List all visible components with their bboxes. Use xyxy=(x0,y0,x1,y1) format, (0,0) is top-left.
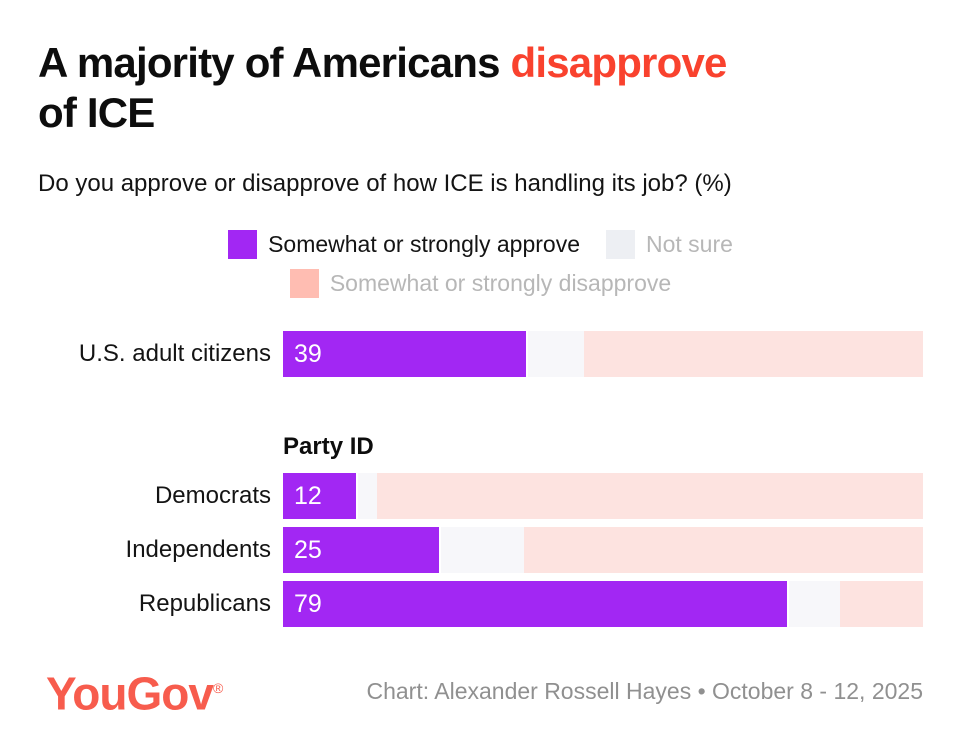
bar-segment-approve: 12 xyxy=(283,473,359,519)
bar-row-democrats: Democrats 12 xyxy=(38,473,923,519)
bar-track: 39 xyxy=(283,331,923,377)
bar-segment-disapprove xyxy=(584,331,923,377)
legend-swatch-approve xyxy=(228,230,258,259)
footer: YouGov® Chart: Alexander Rossell Hayes •… xyxy=(38,663,923,718)
chart-question: Do you approve or disapprove of how ICE … xyxy=(38,170,732,197)
bar-value-label: 12 xyxy=(294,481,322,510)
bar-row-label: U.S. adult citizens xyxy=(78,340,271,367)
legend-label-not-sure: Not sure xyxy=(646,231,733,257)
bar-row-us-adult-citizens: U.S. adult citizens 39 xyxy=(38,331,923,377)
chart-credit: Chart: Alexander Rossell Hayes • October… xyxy=(366,677,923,704)
legend-swatch-not-sure xyxy=(606,230,635,259)
legend-label-approve: Somewhat or strongly approve xyxy=(268,231,580,257)
bar-row-independents: Independents 25 xyxy=(38,527,923,573)
bar-value-label: 79 xyxy=(294,589,322,618)
yougov-logo: YouGov® xyxy=(46,663,223,720)
legend-item-not-sure: Not sure xyxy=(606,230,733,259)
page-title: A majority of Americans disapprove of ICE xyxy=(38,38,923,138)
legend-item-disapprove: Somewhat or strongly disapprove xyxy=(289,269,672,298)
legend-label-disapprove: Somewhat or strongly disapprove xyxy=(329,270,672,296)
legend-row-2: Somewhat or strongly disapprove xyxy=(38,269,923,298)
bar-value-label: 39 xyxy=(294,339,322,368)
legend: Somewhat or strongly approve Not sure So… xyxy=(38,230,923,298)
bar-row-label: Republicans xyxy=(138,590,271,617)
bar-segment-approve: 79 xyxy=(283,581,789,627)
bar-segment-disapprove xyxy=(839,581,923,627)
bar-track: 79 xyxy=(283,581,923,627)
bar-row-label: Independents xyxy=(125,536,271,563)
bar-segment-approve: 25 xyxy=(283,527,442,573)
bar-segment-not-sure xyxy=(358,473,378,519)
group-header-party-id: Party ID xyxy=(283,433,374,460)
bar-row-label: Democrats xyxy=(154,482,271,509)
title-text-line1: A majority of Americans xyxy=(38,39,511,86)
title-highlight: disapprove xyxy=(510,39,728,86)
bar-segment-not-sure xyxy=(527,331,585,377)
bar-segment-disapprove xyxy=(377,473,923,519)
legend-item-approve: Somewhat or strongly approve xyxy=(228,230,580,259)
bar-segment-approve: 39 xyxy=(283,331,528,377)
bar-segment-not-sure xyxy=(788,581,840,627)
bar-segment-disapprove xyxy=(523,527,923,573)
bar-value-label: 25 xyxy=(294,535,322,564)
bar-track: 25 xyxy=(283,527,923,573)
bar-row-republicans: Republicans 79 xyxy=(38,581,923,627)
bar-segment-not-sure xyxy=(441,527,524,573)
stacked-bar-chart: U.S. adult citizens 39 Party ID Democrat… xyxy=(38,331,923,627)
title-text-line2: of ICE xyxy=(38,89,155,136)
yougov-logo-text: YouGov xyxy=(46,667,214,720)
registered-trademark-icon: ® xyxy=(212,680,223,696)
legend-row-1: Somewhat or strongly approve Not sure xyxy=(38,230,923,259)
bar-track: 12 xyxy=(283,473,923,519)
legend-swatch-disapprove xyxy=(289,269,319,298)
